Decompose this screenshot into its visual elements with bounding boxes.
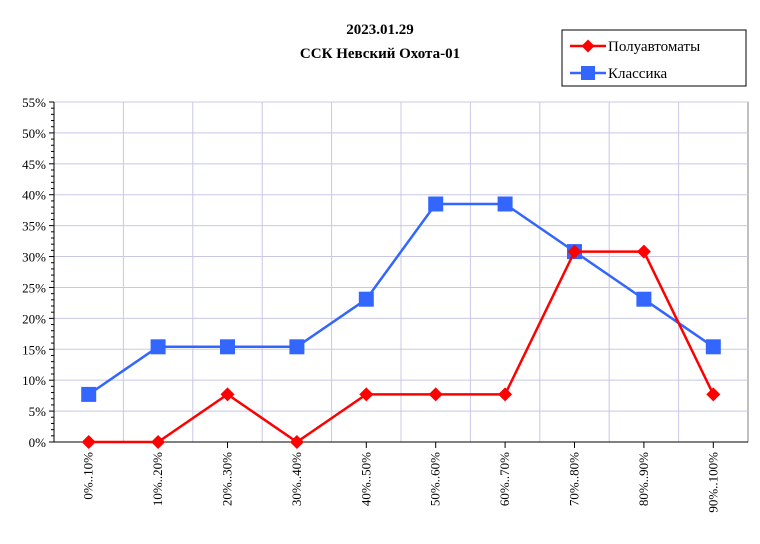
data-point [220, 339, 235, 355]
legend-label: Полуавтоматы [608, 39, 700, 55]
series-group [81, 196, 721, 449]
legend-label: Классика [608, 66, 668, 82]
series-classic [81, 196, 721, 402]
series-semi-auto [81, 244, 721, 449]
data-point [220, 387, 235, 402]
series-line [87, 202, 715, 396]
data-point [705, 339, 721, 355]
x-tick-label: 80%..90% [636, 452, 651, 506]
y-tick-label: 30% [22, 250, 46, 265]
x-tick-label: 10%..20% [150, 452, 165, 506]
y-tick-label: 35% [22, 219, 46, 234]
legend: Полуавтоматы Классика [561, 29, 747, 87]
x-tick-label: 60%..70% [497, 452, 512, 506]
y-tick-label: 10% [22, 373, 46, 388]
y-tick-labels: 0% 5% 10% 15% 20% 25% 30% 35% 40% 45% 50% 55% [22, 95, 46, 450]
x-tick-label: 0%..10% [81, 452, 96, 500]
x-tick-label: 50%..60% [428, 452, 443, 506]
x-tick-label: 40%..50% [358, 452, 373, 506]
plot-area: 0% 5% 10% 15% 20% 25% 30% 35% 40% 45% 50% 55% 0%..1… [22, 95, 749, 513]
x-tick-label: 90%..100% [705, 452, 720, 513]
series-line [88, 250, 715, 444]
data-point [497, 196, 513, 212]
data-point [636, 291, 652, 307]
y-tick-label: 45% [22, 157, 46, 172]
x-tick-label: 20%..30% [220, 452, 235, 506]
x-tick-label: 30%..40% [289, 452, 304, 506]
legend-marker [581, 39, 595, 53]
y-tick-label: 5% [29, 404, 47, 419]
chart-title: 2023.01.29 [346, 22, 414, 38]
data-point [81, 435, 96, 449]
y-tick-label: 40% [22, 188, 46, 203]
data-point [289, 339, 305, 355]
data-point [428, 387, 443, 402]
y-tick-label: 50% [22, 126, 46, 141]
x-tick-label: 70%..80% [567, 452, 582, 506]
y-tick-label: 55% [22, 95, 46, 110]
data-point [359, 387, 374, 402]
data-point [498, 387, 513, 402]
data-point [358, 291, 374, 307]
data-point [428, 196, 444, 212]
chart-subtitle: ССК Невский Охота-01 [300, 46, 460, 62]
legend-item: Классика [570, 66, 668, 82]
legend-items: Полуавтоматы Классика [570, 39, 700, 82]
legend-item: Полуавтоматы [570, 39, 700, 55]
legend-marker [581, 66, 595, 80]
y-tick-label: 15% [22, 342, 46, 357]
data-point [706, 387, 721, 402]
data-point [567, 244, 582, 259]
data-point [289, 435, 304, 449]
data-point [151, 435, 166, 449]
data-point [150, 339, 166, 355]
y-tick-label: 25% [22, 280, 46, 295]
grid [54, 101, 748, 442]
x-tick-labels: 0%..10% 10%..20% 20%..30% 30%..40% 40%..50% 5… [81, 452, 721, 513]
y-tick-label: 20% [22, 311, 46, 326]
y-tick-label: 0% [29, 435, 47, 450]
data-point [636, 244, 651, 259]
data-point [81, 386, 97, 402]
